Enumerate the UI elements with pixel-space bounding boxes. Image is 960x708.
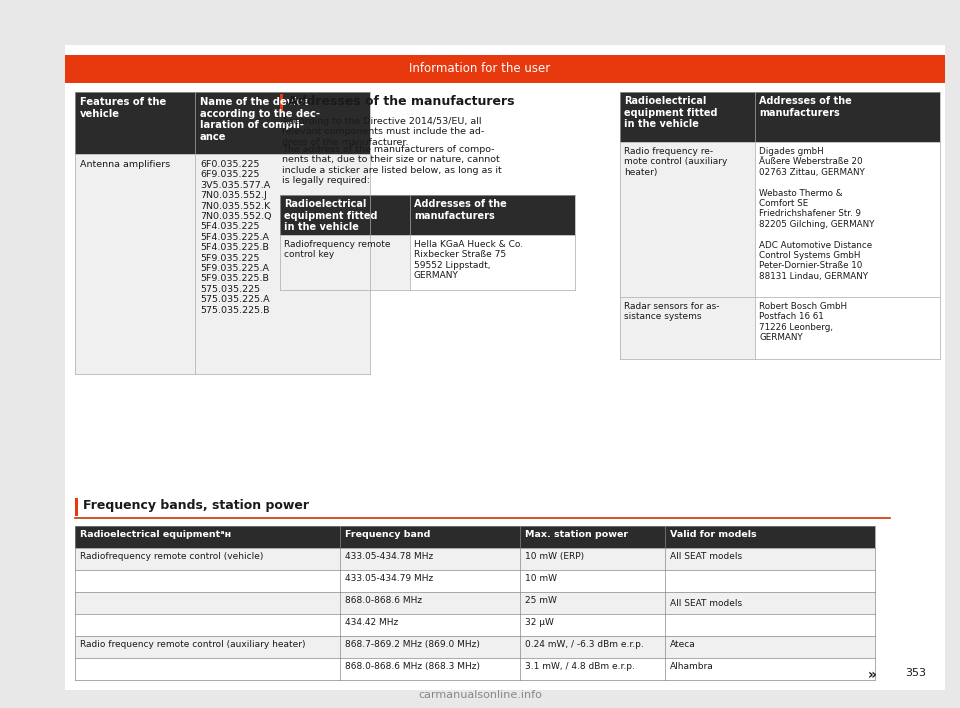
Bar: [75, 498, 78, 516]
Text: 10 mW (ERP): 10 mW (ERP): [525, 552, 584, 561]
Text: 25 mW: 25 mW: [525, 596, 557, 605]
Bar: [620, 142, 755, 297]
Bar: [410, 235, 575, 290]
Bar: [340, 658, 520, 680]
Bar: [75, 658, 340, 680]
Text: 434.42 MHz: 434.42 MHz: [345, 618, 398, 627]
Text: Addresses of the
manufacturers: Addresses of the manufacturers: [414, 199, 507, 221]
Bar: [665, 636, 875, 658]
Text: Frequency bands, station power: Frequency bands, station power: [83, 499, 309, 512]
Text: Valid for models: Valid for models: [670, 530, 756, 539]
Bar: [340, 570, 520, 592]
Text: All SEAT models: All SEAT models: [670, 552, 742, 561]
Bar: [75, 570, 340, 592]
Bar: [520, 614, 665, 636]
Bar: [665, 526, 875, 548]
Bar: [665, 548, 875, 570]
Bar: [75, 154, 195, 374]
Text: 868.0-868.6 MHz: 868.0-868.6 MHz: [345, 596, 422, 605]
Text: Ateca: Ateca: [670, 640, 696, 649]
Text: The address of the manufacturers of compo-
nents that, due to their size or natu: The address of the manufacturers of comp…: [282, 145, 502, 185]
Bar: [280, 235, 410, 290]
Text: Antenna amplifiers: Antenna amplifiers: [80, 160, 170, 169]
Text: 868.7-869.2 MHz (869.0 MHz): 868.7-869.2 MHz (869.0 MHz): [345, 640, 480, 649]
Text: Information for the user: Information for the user: [409, 62, 551, 76]
Text: Radiofrequency remote
control key: Radiofrequency remote control key: [284, 240, 391, 259]
Text: 32 μW: 32 μW: [525, 618, 554, 627]
Text: 10 mW: 10 mW: [525, 574, 557, 583]
Text: »: »: [868, 668, 876, 682]
Bar: [520, 658, 665, 680]
Text: 433.05-434.78 MHz: 433.05-434.78 MHz: [345, 552, 433, 561]
Text: 3.1 mW, / 4.8 dBm e.r.p.: 3.1 mW, / 4.8 dBm e.r.p.: [525, 662, 635, 671]
Text: Radioelectrical
equipment fitted
in the vehicle: Radioelectrical equipment fitted in the …: [624, 96, 717, 129]
Text: Radioelectrical
equipment fitted
in the vehicle: Radioelectrical equipment fitted in the …: [284, 199, 377, 232]
Text: carmanualsonline.info: carmanualsonline.info: [418, 690, 542, 700]
Text: Features of the
vehicle: Features of the vehicle: [80, 97, 166, 119]
Text: 353: 353: [905, 668, 926, 678]
Bar: [75, 526, 340, 548]
Bar: [620, 297, 755, 359]
Bar: [520, 570, 665, 592]
Bar: [520, 526, 665, 548]
Bar: [195, 92, 370, 154]
Bar: [340, 636, 520, 658]
Bar: [280, 94, 283, 112]
Bar: [65, 55, 945, 83]
Bar: [195, 154, 370, 374]
Text: According to the Directive 2014/53/EU, all
relevant components must include the : According to the Directive 2014/53/EU, a…: [282, 117, 484, 147]
Bar: [665, 570, 875, 592]
Bar: [665, 614, 875, 636]
Text: Digades gmbH
Äußere Weberstraße 20
02763 Zittau, GERMANY

Webasto Thermo &
Comfo: Digades gmbH Äußere Weberstraße 20 02763…: [759, 147, 875, 281]
Bar: [520, 548, 665, 570]
Text: Max. station power: Max. station power: [525, 530, 628, 539]
Bar: [75, 548, 340, 570]
Bar: [340, 526, 520, 548]
Text: Addresses of the manufacturers: Addresses of the manufacturers: [288, 95, 515, 108]
Bar: [75, 614, 340, 636]
Bar: [75, 592, 340, 614]
Text: Radar sensors for as-
sistance systems: Radar sensors for as- sistance systems: [624, 302, 719, 321]
Bar: [75, 636, 340, 658]
Text: Name of the device
according to the dec-
laration of compli-
ance: Name of the device according to the dec-…: [200, 97, 320, 142]
Text: Robert Bosch GmbH
Postfach 16 61
71226 Leonberg,
GERMANY: Robert Bosch GmbH Postfach 16 61 71226 L…: [759, 302, 847, 342]
Text: Radioelectrical equipmentᵃʜ: Radioelectrical equipmentᵃʜ: [80, 530, 231, 539]
Bar: [75, 92, 195, 154]
Bar: [755, 92, 940, 142]
Bar: [755, 142, 940, 297]
Text: Alhambra: Alhambra: [670, 662, 713, 671]
Text: Radiofrequency remote control (vehicle): Radiofrequency remote control (vehicle): [80, 552, 263, 561]
Text: Radio frequency remote control (auxiliary heater): Radio frequency remote control (auxiliar…: [80, 640, 305, 649]
Bar: [340, 592, 520, 614]
Bar: [410, 195, 575, 235]
Text: 6F0.035.225
6F9.035.225
3V5.035.577.A
7N0.035.552.J
7N0.035.552.K
7N0.035.552.Q
: 6F0.035.225 6F9.035.225 3V5.035.577.A 7N…: [200, 160, 272, 314]
Bar: [340, 614, 520, 636]
Bar: [755, 297, 940, 359]
Bar: [665, 592, 875, 614]
Bar: [520, 636, 665, 658]
Text: All SEAT models: All SEAT models: [670, 599, 742, 608]
Bar: [620, 92, 755, 142]
Text: Radio frequency re-
mote control (auxiliary
heater): Radio frequency re- mote control (auxili…: [624, 147, 728, 177]
Bar: [340, 548, 520, 570]
Text: Frequency band: Frequency band: [345, 530, 430, 539]
Text: Addresses of the
manufacturers: Addresses of the manufacturers: [759, 96, 852, 118]
Bar: [280, 195, 410, 235]
Text: 433.05-434.79 MHz: 433.05-434.79 MHz: [345, 574, 433, 583]
Text: Hella KGaA Hueck & Co.
Rixbecker Straße 75
59552 Lippstadt,
GERMANY: Hella KGaA Hueck & Co. Rixbecker Straße …: [414, 240, 523, 280]
Bar: [520, 592, 665, 614]
Text: 868.0-868.6 MHz (868.3 MHz): 868.0-868.6 MHz (868.3 MHz): [345, 662, 480, 671]
Bar: [665, 658, 875, 680]
Text: 0.24 mW, / -6.3 dBm e.r.p.: 0.24 mW, / -6.3 dBm e.r.p.: [525, 640, 644, 649]
